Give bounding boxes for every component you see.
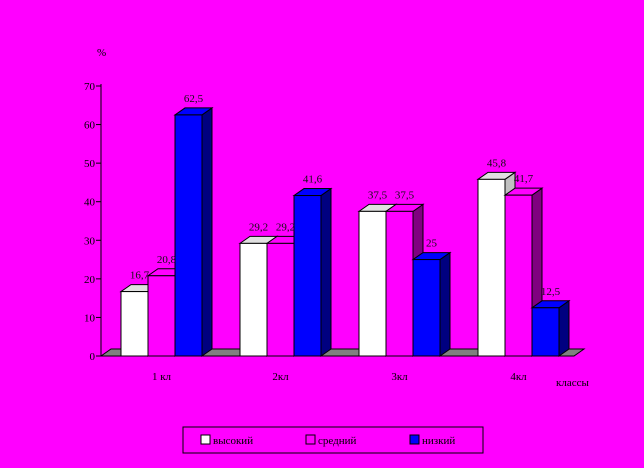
data-label: 62,5 <box>184 93 204 105</box>
bar <box>411 251 452 357</box>
data-label: 29,2 <box>276 221 295 233</box>
legend-swatch <box>200 434 211 445</box>
data-label: 16,7 <box>130 270 150 282</box>
bars <box>119 106 571 357</box>
y-tick-label: 50 <box>84 158 96 170</box>
bar <box>530 299 571 357</box>
data-labels: 16,7 20,8 62,5 29,2 29,2 41,6 37,5 37,5 25 45,8 41… <box>130 93 561 298</box>
bar-front-face <box>120 291 149 357</box>
bar-front-face <box>504 194 533 357</box>
legend-swatch <box>305 434 316 445</box>
legend-item: низкий <box>409 434 455 447</box>
data-label: 41,7 <box>514 173 534 185</box>
bar-front-face <box>531 307 560 357</box>
category-label: 4кл <box>510 371 527 383</box>
bar-front-face <box>412 259 441 357</box>
legend-label: низкий <box>422 435 455 447</box>
bar-side-face <box>558 299 570 357</box>
bar-side-face <box>439 251 451 357</box>
data-label: 37,5 <box>368 189 388 201</box>
data-label: 12,5 <box>541 286 561 298</box>
bar-front-face <box>174 114 203 357</box>
data-label: 37,5 <box>395 189 415 201</box>
legend-box <box>182 426 484 454</box>
bar-front-face <box>147 275 176 357</box>
bar-front-face <box>385 210 414 357</box>
bar <box>173 106 214 357</box>
y-tick-label: 30 <box>84 235 96 247</box>
category-labels: 1 кл 2кл 3кл 4кл <box>152 371 527 383</box>
bar-side-face <box>320 187 332 357</box>
data-label: 29,2 <box>249 221 268 233</box>
category-label: 3кл <box>391 371 408 383</box>
legend-item: высокий <box>200 434 253 447</box>
legend: высокий средний низкий <box>182 426 484 454</box>
x-axis-label: классы <box>556 377 589 389</box>
y-tick-label: 60 <box>84 120 96 132</box>
y-tick-label: 0 <box>90 351 96 363</box>
bar-front-face <box>293 195 322 357</box>
bar-front-face <box>358 210 387 357</box>
y-axis-ticks: 0 10 20 30 40 50 60 70 <box>84 81 101 363</box>
bar-front-face <box>266 242 295 357</box>
bar <box>292 187 333 357</box>
legend-swatch <box>409 434 420 445</box>
y-tick-label: 10 <box>84 312 96 324</box>
bar-front-face <box>239 242 268 357</box>
legend-label: средний <box>318 435 356 447</box>
legend-items: высокий средний низкий <box>200 434 455 447</box>
bar-side-face <box>201 106 213 357</box>
y-axis-unit-label: % <box>97 47 106 59</box>
y-tick-label: 70 <box>84 81 96 93</box>
data-label: 41,6 <box>303 174 323 186</box>
y-tick-label: 40 <box>84 197 96 209</box>
bar-front-face <box>477 178 506 357</box>
legend-label: высокий <box>213 435 253 447</box>
category-label: 2кл <box>272 371 289 383</box>
y-axis: % <box>97 47 106 356</box>
legend-item: средний <box>305 434 356 447</box>
data-label: 45,8 <box>487 157 507 169</box>
data-label: 25 <box>426 238 438 250</box>
y-tick-label: 20 <box>84 274 96 286</box>
category-label: 1 кл <box>152 371 172 383</box>
data-label: 20,8 <box>157 254 177 266</box>
